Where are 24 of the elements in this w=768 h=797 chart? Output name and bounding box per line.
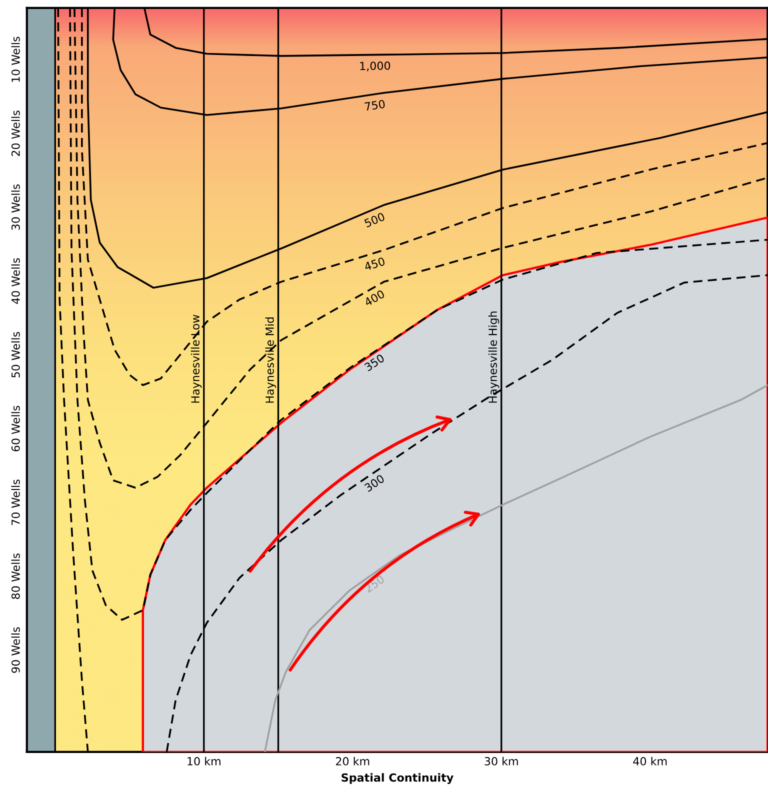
ref-line-label: Haynesville High — [488, 312, 500, 403]
ref-line-label: Haynesville Mid — [265, 317, 276, 403]
ref-line-label: Haynesville Low — [190, 314, 202, 403]
x-tick-label: 10 km — [188, 756, 220, 766]
series-label: 1,000 — [360, 61, 390, 72]
y-tick-label: 20 Wells — [11, 110, 20, 156]
x-tick-label: 40 km — [633, 756, 667, 766]
y-tick-label: 30 Wells — [11, 184, 20, 230]
x-axis-title: Spatial Continuity — [342, 773, 454, 784]
text: 450 — [364, 256, 386, 271]
x-tick-label: 30 km — [484, 756, 518, 766]
text: 300 — [364, 474, 385, 492]
y-tick-label: 60 Wells — [11, 406, 20, 452]
y-tick-label: 70 Wells — [11, 480, 20, 525]
y-tick-label: 10 Wells — [11, 36, 20, 82]
y-tick-label: 80 Wells — [11, 553, 20, 599]
y-tick-label: 90 Wells — [11, 627, 20, 673]
x-tick-label: 20 km — [336, 756, 370, 766]
text: 750 — [364, 100, 386, 111]
y-tick-label: 40 Wells — [11, 258, 20, 304]
y-tick-label: 50 Wells — [11, 332, 20, 378]
text: 500 — [364, 212, 386, 228]
text: 350 — [364, 354, 385, 372]
text: 400 — [364, 289, 386, 307]
